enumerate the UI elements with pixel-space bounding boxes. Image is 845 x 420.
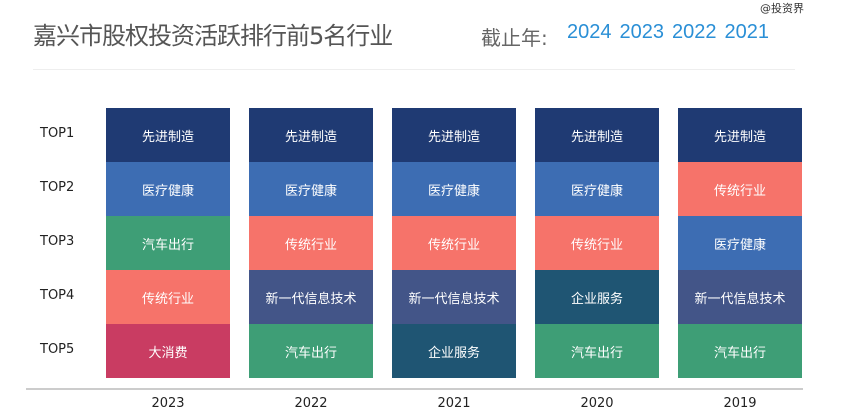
- industry-cell: 汽车出行: [106, 216, 230, 270]
- industry-cell: 企业服务: [392, 324, 516, 378]
- industry-cell: 医疗健康: [249, 162, 373, 216]
- industry-cell: 传统行业: [535, 216, 659, 270]
- year-option-2023[interactable]: 2023: [619, 21, 665, 43]
- industry-cell: 医疗健康: [106, 162, 230, 216]
- industry-cell: 先进制造: [535, 108, 659, 162]
- industry-cell: 汽车出行: [249, 324, 373, 378]
- industry-cell: 先进制造: [678, 108, 802, 162]
- industry-cell: 医疗健康: [535, 162, 659, 216]
- page-title: 嘉兴市股权投资活跃排行前5名行业: [33, 22, 393, 50]
- industry-cell: 先进制造: [392, 108, 516, 162]
- year-option-2021[interactable]: 2021: [724, 21, 770, 43]
- row-label: TOP3: [40, 234, 75, 249]
- year-selector: 2024 2023 2022 2021: [567, 21, 777, 44]
- watermark: @投资界: [760, 2, 804, 15]
- year-option-2024[interactable]: 2024: [567, 21, 612, 43]
- row-label: TOP2: [40, 180, 75, 195]
- industry-cell: 先进制造: [106, 108, 230, 162]
- divider: [33, 69, 795, 70]
- x-tick-label: 2022: [294, 396, 328, 411]
- industry-cell: 传统行业: [392, 216, 516, 270]
- industry-cell: 企业服务: [535, 270, 659, 324]
- x-tick-label: 2023: [151, 396, 185, 411]
- industry-cell: 传统行业: [678, 162, 802, 216]
- x-tick-label: 2021: [437, 396, 471, 411]
- industry-cell: 新一代信息技术: [249, 270, 373, 324]
- industry-cell: 医疗健康: [678, 216, 802, 270]
- x-tick-label: 2020: [580, 396, 614, 411]
- industry-cell: 医疗健康: [392, 162, 516, 216]
- industry-cell: 先进制造: [249, 108, 373, 162]
- industry-cell: 新一代信息技术: [678, 270, 802, 324]
- industry-cell: 汽车出行: [678, 324, 802, 378]
- as-of-label: 截止年:: [481, 26, 548, 50]
- year-option-2022[interactable]: 2022: [672, 21, 717, 43]
- industry-cell: 新一代信息技术: [392, 270, 516, 324]
- x-tick-label: 2019: [723, 396, 757, 411]
- row-label: TOP1: [40, 126, 75, 141]
- industry-cell: 传统行业: [106, 270, 230, 324]
- x-axis-line: [26, 388, 803, 390]
- industry-cell: 汽车出行: [535, 324, 659, 378]
- row-label: TOP5: [40, 342, 75, 357]
- row-label: TOP4: [40, 288, 75, 303]
- industry-cell: 大消费: [106, 324, 230, 378]
- industry-cell: 传统行业: [249, 216, 373, 270]
